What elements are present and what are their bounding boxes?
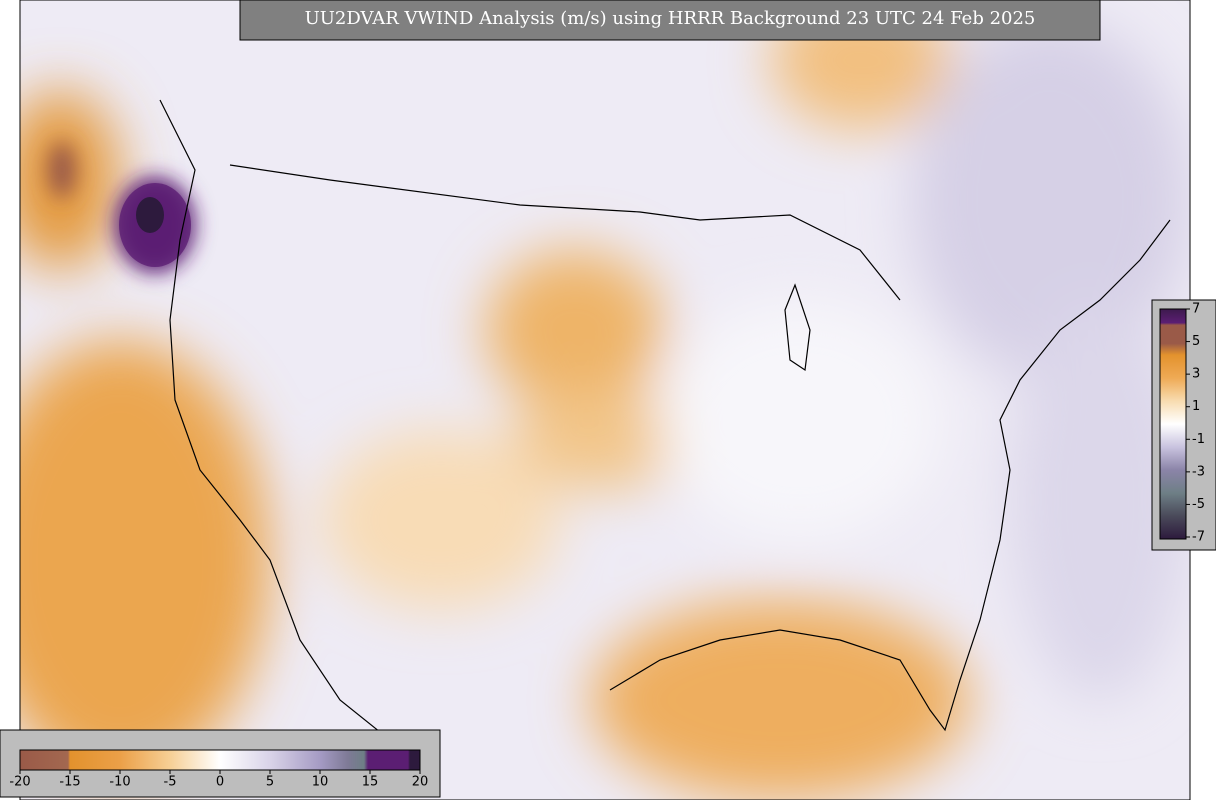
- map-title: UU2DVAR VWIND Analysis (m/s) using HRRR …: [305, 8, 1036, 29]
- colorbar-tick-label: 3: [1192, 367, 1200, 382]
- colorbar: [1159, 308, 1187, 540]
- colorbar-tick-label: 5: [266, 775, 274, 790]
- colorbar-tick-label: -20: [9, 775, 30, 790]
- map-field: [20, 0, 1190, 800]
- colorbar-tick-label: 7: [1192, 302, 1200, 317]
- colorbar-tick-label: -3: [1192, 464, 1205, 479]
- colorbar-tick-label: -7: [1192, 530, 1205, 545]
- colorbar-tick-label: 20: [412, 775, 429, 790]
- colorbar-tick-label: 15: [362, 775, 379, 790]
- colorbar-tick-label: -15: [59, 775, 80, 790]
- colorbar-tick-label: -5: [164, 775, 177, 790]
- colorbar-tick-label: -10: [109, 775, 130, 790]
- colorbar-tick-label: 5: [1192, 334, 1200, 349]
- colorbar-tick-label: -5: [1192, 497, 1205, 512]
- colorbar-tick-label: 1: [1192, 399, 1200, 414]
- colorbar-tick-label: 10: [312, 775, 329, 790]
- colorbar-tick-label: 0: [216, 775, 224, 790]
- colorbar-tick-label: -1: [1192, 432, 1205, 447]
- title-box: [239, 0, 1101, 41]
- colorbar: [19, 749, 421, 771]
